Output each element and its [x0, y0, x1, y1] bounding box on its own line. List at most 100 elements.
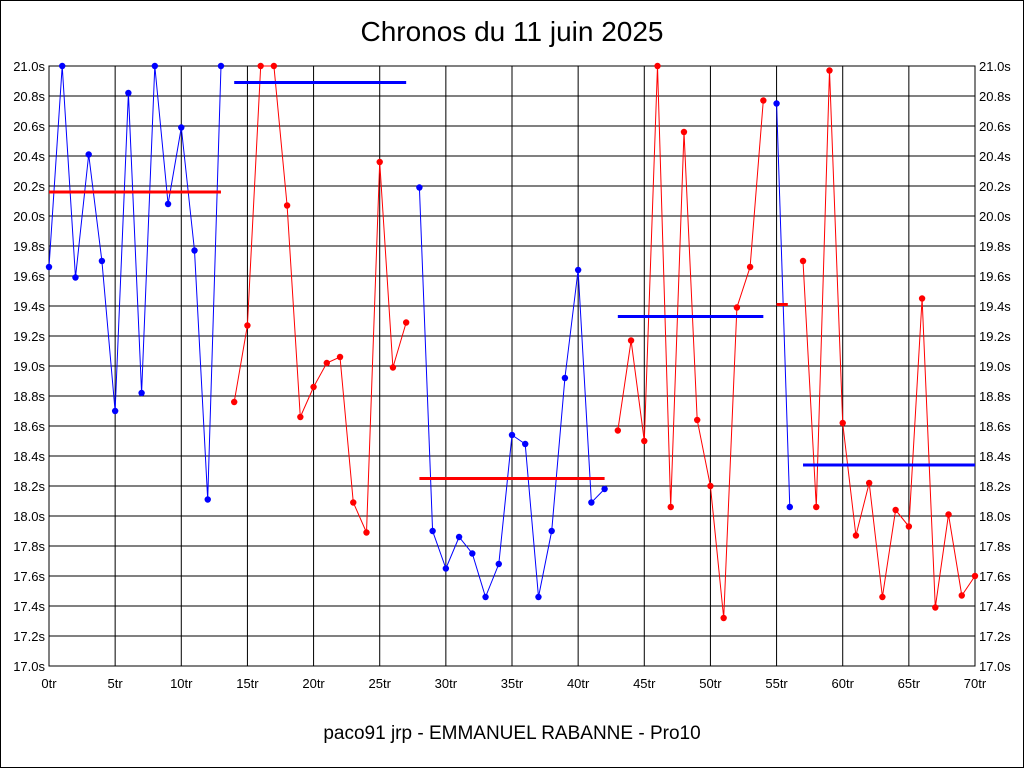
data-point — [852, 532, 860, 539]
data-point — [892, 506, 899, 514]
data-point — [138, 389, 145, 397]
y-tick-label-right: 17.6s — [979, 569, 1011, 584]
data-point — [323, 359, 330, 367]
data-point — [191, 247, 198, 254]
data-point — [363, 529, 370, 536]
data-point — [799, 257, 807, 265]
data-point — [508, 431, 516, 439]
y-tick-label: 21.0s — [13, 59, 45, 74]
data-point — [535, 593, 542, 601]
y-tick-label-right: 19.0s — [979, 359, 1011, 374]
data-point — [627, 337, 635, 344]
data-point — [125, 89, 132, 97]
y-tick-label: 20.4s — [13, 149, 45, 164]
data-point — [231, 398, 238, 406]
y-tick-label: 20.6s — [13, 119, 45, 134]
x-tick-label: 30tr — [435, 676, 458, 691]
y-tick-label-right: 20.6s — [979, 119, 1011, 134]
y-tick-label-right: 20.8s — [979, 89, 1011, 104]
data-point — [720, 614, 727, 622]
data-point — [667, 503, 674, 511]
data-point — [111, 407, 119, 415]
data-point — [905, 523, 913, 530]
y-tick-label-right: 18.0s — [979, 509, 1011, 524]
y-tick-label: 20.2s — [13, 179, 45, 194]
data-point — [574, 266, 582, 274]
data-point — [865, 479, 873, 487]
y-tick-label: 18.0s — [13, 509, 45, 524]
y-tick-label: 17.2s — [13, 629, 45, 644]
data-point — [971, 572, 979, 580]
series-line — [48, 65, 222, 500]
data-point — [178, 124, 185, 131]
x-tick-label: 25tr — [369, 676, 392, 691]
y-tick-label-right: 21.0s — [979, 59, 1011, 74]
y-axis-left: 17.0s 17.2s 17.4s 17.6s 17.8s 18.0s 18.2s 18.4s… — [13, 59, 45, 674]
data-point — [733, 304, 741, 311]
series-line — [802, 70, 976, 608]
data-point — [760, 97, 767, 104]
y-tick-label-right: 19.6s — [979, 269, 1011, 284]
data-point — [588, 499, 595, 506]
data-point — [217, 62, 225, 70]
y-tick-label: 17.0s — [13, 659, 45, 674]
y-tick-label-right: 18.4s — [979, 449, 1011, 464]
data-point — [773, 100, 780, 107]
x-tick-label: 10tr — [170, 676, 193, 691]
y-tick-label: 19.6s — [13, 269, 45, 284]
y-tick-label-right: 17.2s — [979, 629, 1011, 644]
data-point — [151, 62, 159, 70]
y-tick-label-right: 19.2s — [979, 329, 1011, 344]
data-point — [958, 592, 965, 599]
data-point — [839, 419, 846, 427]
x-tick-label: 5tr — [108, 676, 124, 691]
average-lines — [49, 81, 975, 480]
y-tick-label: 18.4s — [13, 449, 45, 464]
data-point — [389, 364, 397, 371]
data-point — [270, 62, 278, 70]
x-tick-label: 70tr — [964, 676, 987, 691]
data-point — [932, 604, 939, 611]
y-tick-label: 20.0s — [13, 209, 45, 224]
data-point — [283, 202, 291, 209]
data-point — [59, 62, 66, 70]
data-point — [945, 511, 952, 518]
y-tick-label-right: 17.4s — [979, 599, 1011, 614]
data-point — [429, 527, 436, 535]
y-tick-label: 19.2s — [13, 329, 45, 344]
y-tick-label-right: 18.6s — [979, 419, 1011, 434]
y-tick-label-right: 17.8s — [979, 539, 1011, 554]
data-point — [45, 263, 53, 271]
data-point — [614, 427, 622, 434]
x-tick-label: 15tr — [236, 676, 259, 691]
y-tick-label-right: 20.0s — [979, 209, 1011, 224]
x-tick-label: 60tr — [832, 676, 855, 691]
data-point — [482, 593, 489, 601]
data-point — [416, 184, 423, 191]
data-point — [495, 560, 502, 568]
data-point — [310, 383, 317, 391]
data-point — [98, 257, 106, 265]
chart-title: Chronos du 11 juin 2025 — [360, 16, 664, 47]
y-tick-label: 17.4s — [13, 599, 45, 614]
y-tick-label-right: 19.8s — [979, 239, 1011, 254]
data-point — [641, 437, 648, 445]
y-tick-label: 17.8s — [13, 539, 45, 554]
y-tick-label-right: 19.4s — [979, 299, 1011, 314]
x-tick-label: 45tr — [633, 676, 656, 691]
data-point — [694, 416, 701, 424]
y-tick-label: 19.0s — [13, 359, 45, 374]
data-point — [442, 565, 450, 572]
y-tick-label: 19.8s — [13, 239, 45, 254]
series-line — [233, 65, 407, 533]
data-point — [879, 593, 886, 601]
data-point — [376, 158, 383, 166]
x-tick-label: 35tr — [501, 676, 524, 691]
data-point — [336, 353, 344, 361]
x-tick-label: 65tr — [898, 676, 921, 691]
x-axis: 0tr 5tr 10tr 15tr 20tr 25tr 30tr 35tr 40tr 45tr 50… — [41, 676, 986, 691]
y-tick-label-right: 20.4s — [979, 149, 1011, 164]
data-point — [813, 503, 820, 511]
data-point — [746, 263, 754, 271]
